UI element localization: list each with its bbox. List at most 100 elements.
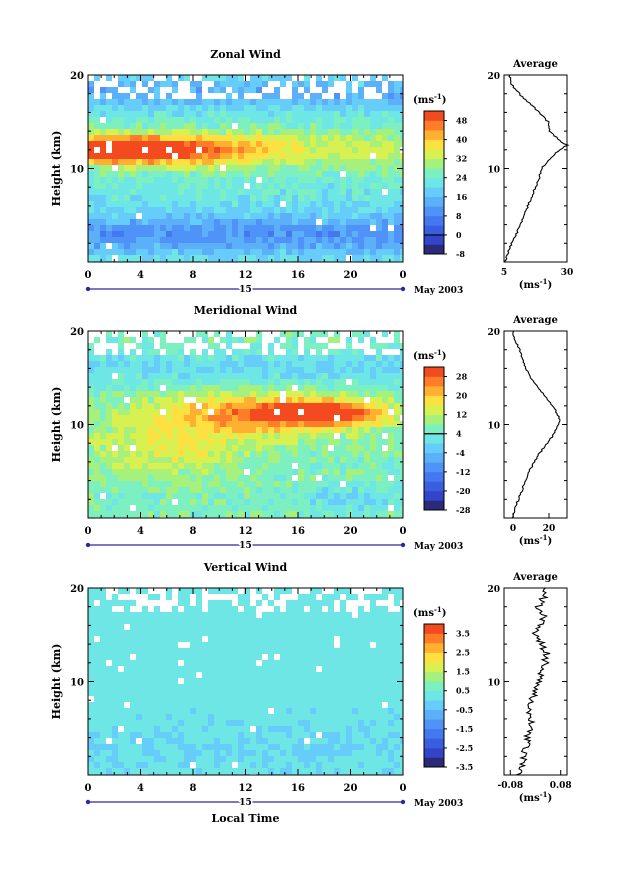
- heatmap-cell: [256, 445, 262, 451]
- heatmap-cell: [292, 331, 298, 337]
- heatmap-cell: [394, 433, 400, 439]
- heatmap-cell: [136, 337, 142, 343]
- heatmap-cell: [304, 481, 310, 487]
- heatmap-cell: [142, 255, 148, 261]
- heatmap-cell: [220, 439, 226, 445]
- heatmap-cell: [172, 648, 178, 654]
- heatmap-cell: [94, 415, 100, 421]
- heatmap-cell: [382, 141, 388, 147]
- heatmap-cell: [190, 672, 196, 678]
- heatmap-cell: [358, 690, 364, 696]
- heatmap-cell: [256, 99, 262, 105]
- heatmap-cell: [274, 355, 280, 361]
- heatmap-cell: [232, 373, 238, 379]
- heatmap-cell: [214, 195, 220, 201]
- heatmap-cell: [226, 123, 232, 129]
- heatmap-cell: [214, 147, 220, 153]
- heatmap-cell: [352, 349, 358, 355]
- heatmap-cell: [400, 129, 403, 135]
- colorbar-unit-close: ): [442, 351, 447, 362]
- heatmap-cell: [112, 141, 118, 147]
- heatmap-cell: [124, 135, 130, 141]
- heatmap-cell: [220, 636, 226, 642]
- heatmap-cell: [106, 451, 112, 457]
- heatmap-cell: [376, 433, 382, 439]
- heatmap-cell: [220, 237, 226, 243]
- heatmap-cell: [334, 207, 340, 213]
- heatmap-cell: [184, 111, 190, 117]
- heatmap-cell: [328, 660, 334, 666]
- heatmap-cell: [358, 355, 364, 361]
- heatmap-cell: [322, 618, 328, 624]
- heatmap-cell: [142, 177, 148, 183]
- heatmap-cell: [154, 159, 160, 165]
- heatmap-cell: [268, 147, 274, 153]
- heatmap-cell: [358, 415, 364, 421]
- heatmap-cell: [148, 99, 154, 105]
- heatmap-cell: [208, 105, 214, 111]
- heatmap-cell: [250, 177, 256, 183]
- heatmap-cell: [262, 720, 268, 726]
- heatmap-cell: [196, 403, 202, 409]
- heatmap-cell: [148, 415, 154, 421]
- heatmap-cell: [340, 433, 346, 439]
- heatmap-cell: [226, 487, 232, 493]
- heatmap-cell: [286, 379, 292, 385]
- heatmap-cell: [388, 367, 394, 373]
- heatmap-cell: [106, 415, 112, 421]
- heatmap-cell: [226, 81, 232, 87]
- y-axis-label: Height (km): [50, 131, 63, 207]
- heatmap-cell: [154, 231, 160, 237]
- heatmap-cell: [130, 373, 136, 379]
- heatmap-cell: [190, 660, 196, 666]
- heatmap-cell: [196, 81, 202, 87]
- heatmap-cell: [280, 99, 286, 105]
- heatmap-cell: [142, 678, 148, 684]
- heatmap-cell: [304, 189, 310, 195]
- heatmap-cell: [400, 231, 403, 237]
- heatmap-cell: [334, 505, 340, 511]
- heatmap-cell: [346, 636, 352, 642]
- heatmap-cell: [160, 343, 166, 349]
- heatmap-cell: [178, 135, 184, 141]
- heatmap-cell: [118, 487, 124, 493]
- heatmap-cell: [130, 105, 136, 111]
- heatmap-cell: [286, 630, 292, 636]
- heatmap-cell: [280, 159, 286, 165]
- heatmap-cell: [202, 672, 208, 678]
- heatmap-cell: [388, 648, 394, 654]
- heatmap-cell: [286, 225, 292, 231]
- heatmap-cell: [292, 433, 298, 439]
- heatmap-cell: [352, 219, 358, 225]
- heatmap-cell: [286, 463, 292, 469]
- heatmap-cell: [400, 666, 403, 672]
- heatmap-cell: [304, 117, 310, 123]
- heatmap-cell: [208, 696, 214, 702]
- heatmap-cell: [130, 714, 136, 720]
- heatmap-cell: [292, 702, 298, 708]
- heatmap-cell: [298, 195, 304, 201]
- heatmap-cell: [268, 642, 274, 648]
- heatmap-cell: [100, 243, 106, 249]
- heatmap-cell: [376, 696, 382, 702]
- colorbar-label: 8: [456, 211, 462, 221]
- heatmap-cell: [166, 349, 172, 355]
- heatmap-cell: [100, 511, 106, 517]
- heatmap-cell: [292, 355, 298, 361]
- heatmap-cell: [286, 87, 292, 93]
- heatmap-cell: [244, 135, 250, 141]
- heatmap-cell: [256, 379, 262, 385]
- heatmap-cell: [112, 207, 118, 213]
- heatmap-cell: [118, 612, 124, 618]
- heatmap-cell: [142, 648, 148, 654]
- heatmap-cell: [376, 672, 382, 678]
- heatmap-cell: [172, 87, 178, 93]
- heatmap-cell: [280, 349, 286, 355]
- heatmap-cell: [358, 636, 364, 642]
- heatmap-cell: [334, 469, 340, 475]
- heatmap-cell: [340, 409, 346, 415]
- heatmap-cell: [202, 237, 208, 243]
- heatmap-cell: [370, 225, 376, 231]
- heatmap-cell: [208, 708, 214, 714]
- heatmap-cell: [232, 487, 238, 493]
